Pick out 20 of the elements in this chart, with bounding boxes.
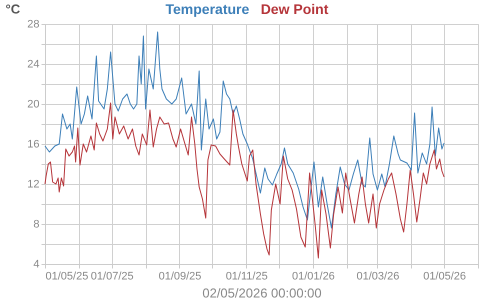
y-tick-label: 28 [27,18,40,30]
y-tick-label: 8 [33,218,40,230]
x-tick-label: 01/03/26 [356,270,400,282]
x-axis-title: 02/05/2026 00:00:00 [202,286,322,300]
y-tick-label: 20 [27,98,40,110]
x-tick-label: 01/07/25 [90,270,134,282]
y-tick-label: 16 [27,138,40,150]
x-tick-label: 01/09/25 [158,270,202,282]
y-tick-label: 4 [33,258,40,270]
y-axis-title: °C [6,2,21,16]
series-label: Temperature [166,1,250,17]
y-tick-label: 24 [27,58,40,70]
y-tick-label: 12 [27,178,40,190]
x-tick-label: 01/05/26 [423,270,466,282]
x-tick-label: 01/11/25 [226,270,268,282]
x-tick-label: 01/05/25 [46,270,88,282]
line-series [44,102,445,258]
line-series [44,32,445,228]
text: Dew Point [260,1,329,17]
x-tick-label: 01/01/26 [292,270,335,282]
